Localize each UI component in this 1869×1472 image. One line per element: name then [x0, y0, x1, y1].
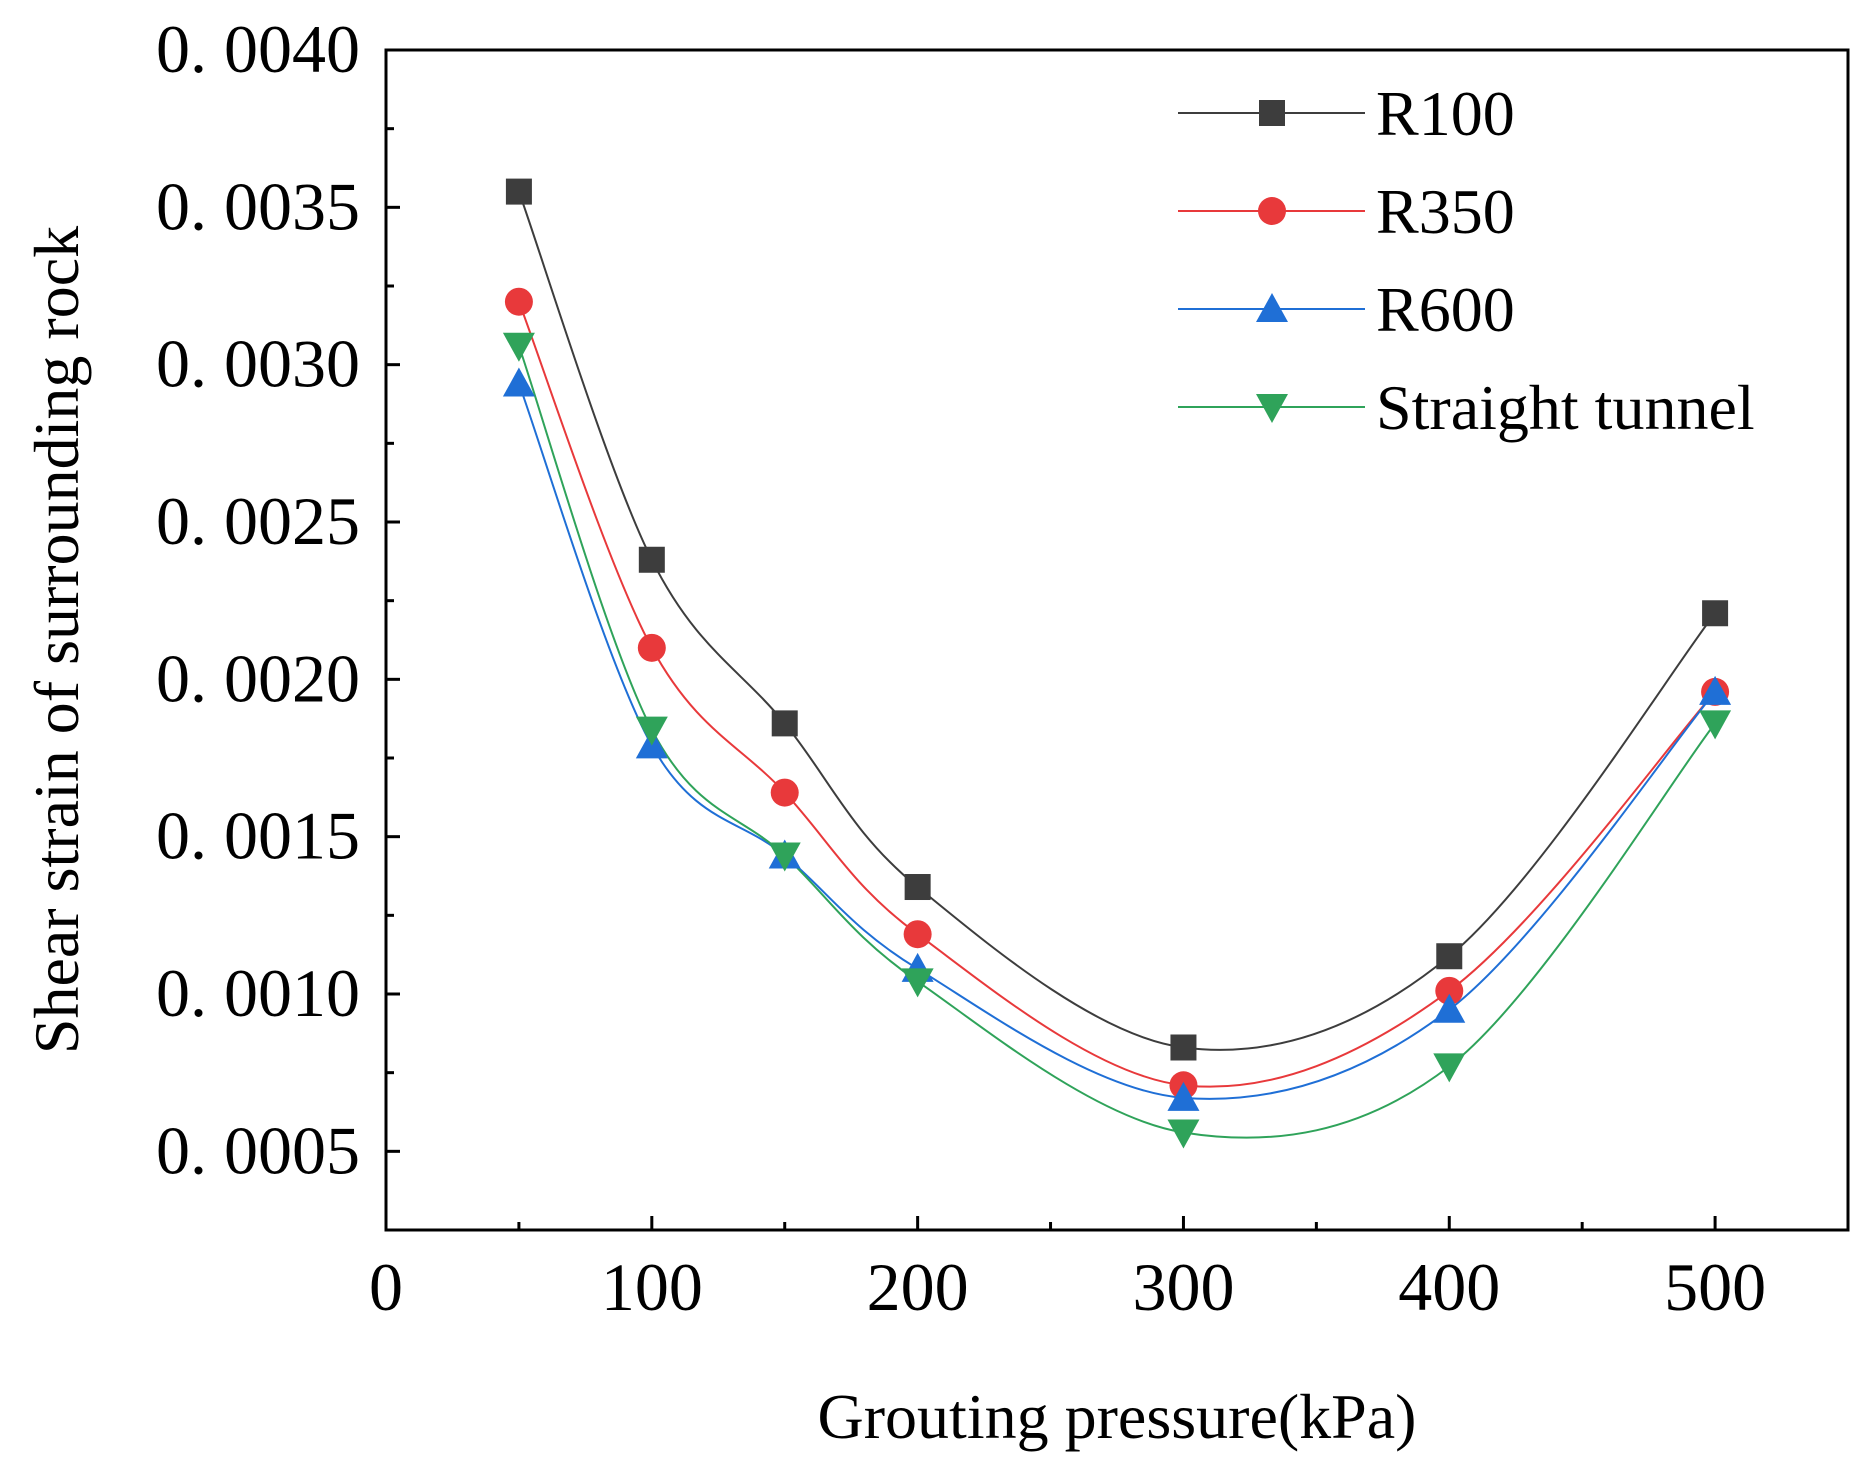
legend-label: R100: [1376, 78, 1515, 149]
x-axis-title: Grouting pressure(kPa): [818, 1381, 1417, 1452]
data-point: [904, 874, 931, 901]
data-point: [1702, 600, 1729, 627]
data-point: [1167, 1081, 1200, 1111]
legend-marker: [1256, 293, 1288, 322]
plot-frame: [384, 48, 1850, 1232]
data-point: [1436, 943, 1463, 970]
data-point: [771, 710, 798, 737]
data-point: [1435, 976, 1464, 1005]
series-line-0: [517, 191, 1716, 1051]
legend-label: R350: [1376, 176, 1515, 247]
data-point: [1699, 675, 1732, 705]
data-point: [637, 633, 666, 662]
data-point: [1433, 1053, 1466, 1083]
data-point: [635, 716, 668, 746]
data-point: [903, 920, 932, 949]
legend-marker: [1258, 197, 1286, 225]
series-line-1: [517, 301, 1716, 1088]
y-tick-label: 0. 0015: [156, 798, 360, 874]
x-tick-label: 300: [1132, 1249, 1234, 1325]
data-point: [502, 367, 535, 397]
y-tick-label: 0. 0035: [156, 168, 360, 244]
y-tick-label: 0. 0025: [156, 483, 360, 559]
y-tick-label: 0. 0010: [156, 955, 360, 1031]
data-point: [502, 332, 535, 362]
legend: R100 R350 R600 Straight tunnel: [1178, 78, 1755, 443]
legend-label: R600: [1376, 274, 1515, 345]
legend-label: Straight tunnel: [1376, 372, 1755, 443]
data-point: [504, 287, 533, 316]
legend-marker: [1256, 394, 1288, 423]
y-tick-label: 0. 0005: [156, 1112, 360, 1188]
legend-marker: [1259, 100, 1285, 126]
data-point: [1170, 1034, 1197, 1061]
y-tick-label: 0. 0030: [156, 326, 360, 402]
x-tick-label: 100: [601, 1249, 703, 1325]
data-point: [505, 178, 532, 205]
y-tick-label: 0. 0020: [156, 640, 360, 716]
axes: 0 100 200 300 400 500 0. 0005 0. 0010 0. 0015 0. …: [156, 11, 1766, 1325]
data-point: [901, 968, 934, 998]
y-axis-title: Shear strain of surrounding rock: [21, 226, 92, 1054]
x-tick-label: 500: [1664, 1249, 1766, 1325]
data-point: [1699, 710, 1732, 740]
series-line-3: [517, 345, 1716, 1139]
data-point: [770, 778, 799, 807]
data-point: [768, 842, 801, 872]
x-tick-label: 0: [369, 1249, 403, 1325]
data-point: [638, 546, 665, 573]
y-tick-label: 0. 0040: [156, 11, 360, 87]
x-tick-label: 400: [1398, 1249, 1500, 1325]
x-tick-label: 200: [867, 1249, 969, 1325]
data-point: [1433, 993, 1466, 1023]
series-markers: [502, 178, 1732, 1149]
data-point: [1167, 1119, 1200, 1149]
